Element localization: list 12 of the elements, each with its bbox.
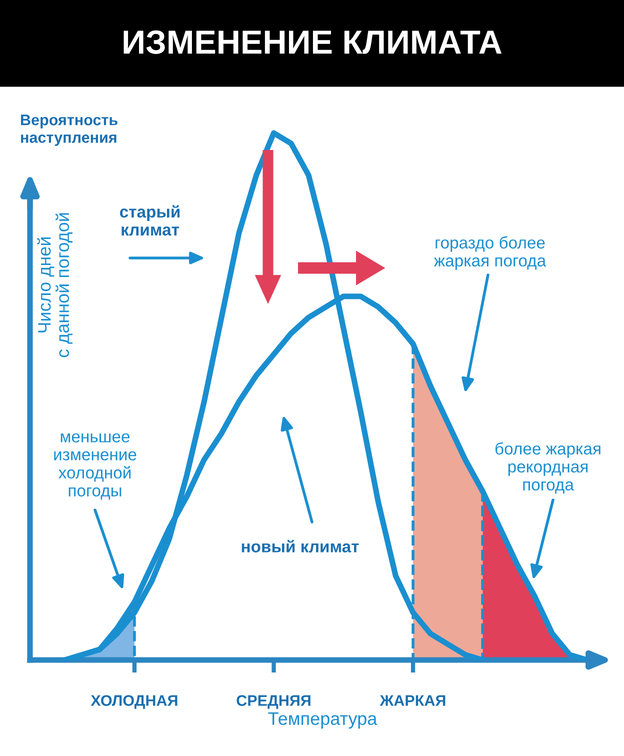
x-axis-title: Температура: [268, 712, 378, 729]
x-tick-label: ЖАРКАЯ: [380, 695, 446, 706]
y-axis-title: Число дней с данной погодой: [37, 213, 73, 358]
annotation: более жаркая рекордная погода: [495, 442, 600, 494]
annotation: гораздо более жаркая погода: [434, 236, 546, 270]
x-tick-label: СРЕДНЯЯ: [236, 695, 310, 709]
annotation: старый климат: [120, 205, 180, 236]
chart-title: ИЗМЕНЕНИЕ КЛИМАТА: [124, 30, 502, 54]
annotation: Вероятность наступления: [21, 114, 118, 146]
annotation: новый климат: [242, 540, 359, 552]
annotation: меньшее изменение холодной погоды: [54, 433, 136, 500]
x-tick-label: ХОЛОДНАЯ: [90, 695, 178, 709]
